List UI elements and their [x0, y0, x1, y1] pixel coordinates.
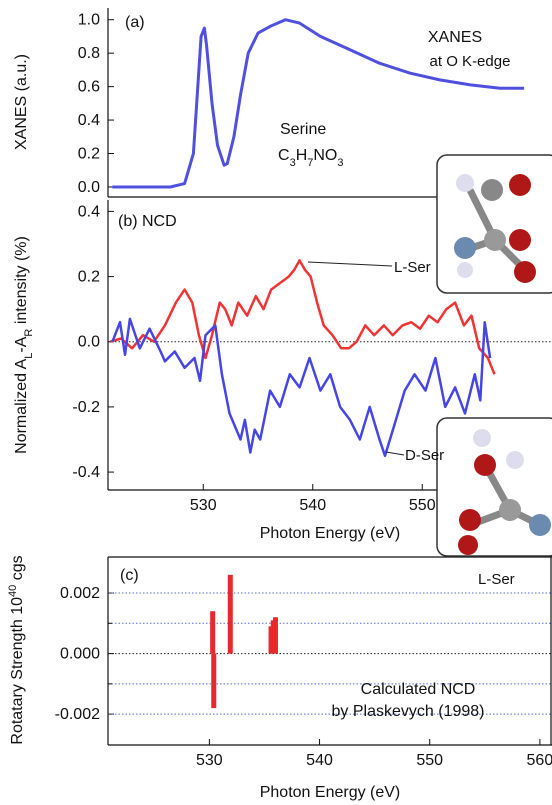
atom: [509, 174, 531, 196]
atom: [484, 229, 506, 251]
atom: [459, 509, 481, 531]
series-line: [112, 18, 525, 189]
y-label-part: Normalized A: [13, 358, 30, 453]
y-tick-label: 0.2: [78, 146, 100, 163]
y-label-sub: R: [23, 329, 35, 337]
y-axis-label: Rotatary Strength 1040 cgs: [7, 555, 26, 744]
panel-label: (a): [125, 14, 145, 31]
atom: [456, 174, 474, 192]
atom: [473, 429, 491, 447]
x-tick-label: 540: [299, 497, 326, 514]
series-label: L-Ser: [478, 571, 515, 588]
y-tick-label: 1.0: [78, 12, 100, 29]
annotation: at O K-edge: [430, 53, 511, 70]
y-label-part: intensity (%): [13, 236, 30, 328]
x-axis-label: Photon Energy (eV): [260, 525, 401, 542]
y-tick-label: 0.6: [78, 79, 100, 96]
formula-sub: 3: [337, 157, 343, 169]
formula-part: C: [278, 147, 290, 164]
y-label-sup: 40: [7, 585, 19, 597]
x-tick-label: 560: [527, 752, 552, 769]
inset-d-ser: [436, 417, 552, 557]
plot-area: 0.0 0.2 0.4 0.6 0.8 1.0 -0.4 -0.2 0.0 0.2 0.4 530 54…: [55, 8, 552, 769]
series-line: [111, 317, 492, 458]
y-label-part: cgs: [9, 555, 26, 584]
x-tick-label: 550: [409, 497, 436, 514]
series-label: L-Ser: [394, 259, 431, 276]
x-axis-label: Photon Energy (eV): [260, 784, 401, 801]
bar: [227, 574, 233, 654]
y-tick-label: 0.4: [78, 112, 100, 129]
atom: [529, 514, 551, 536]
y-tick-label: -0.2: [72, 399, 100, 416]
atom: [457, 262, 473, 278]
atom: [506, 451, 524, 469]
annotation: Calculated NCD: [361, 681, 476, 698]
leader-line: [385, 451, 405, 456]
y-axis-label: XANES (a.u.): [13, 54, 30, 150]
series-line: [109, 259, 496, 375]
formula-sub: 3: [290, 157, 296, 169]
y-tick-label: 0.002: [60, 585, 100, 602]
y-tick-label: -0.002: [55, 706, 100, 723]
annotation: by Plaskevych (1998): [332, 703, 485, 720]
inset-l-ser: [436, 154, 552, 294]
leader-line: [307, 261, 393, 267]
panel-label: (b) NCD: [118, 213, 177, 230]
bar: [272, 617, 278, 654]
y-axis-label: Normalized AL-AR intensity (%): [13, 236, 35, 454]
x-tick-label: 540: [306, 752, 333, 769]
y-label-part: Rotatary Strength 10: [9, 597, 26, 745]
x-tick-label: 530: [190, 497, 217, 514]
formula: C3H7NO3: [278, 147, 344, 169]
y-tick-label: 0.4: [78, 203, 100, 220]
annotation: XANES: [428, 29, 482, 46]
atom: [509, 229, 531, 251]
compound-name: Serine: [280, 121, 326, 138]
y-label-sub: L: [23, 353, 35, 359]
atom: [474, 454, 496, 476]
x-tick-label: 550: [416, 752, 443, 769]
formula-sub: 7: [307, 157, 313, 169]
atom: [481, 179, 503, 201]
y-tick-label: 0.000: [60, 646, 100, 663]
y-tick-label: 0.8: [78, 45, 100, 62]
formula-part: NO: [313, 147, 337, 164]
bar: [211, 653, 217, 709]
atom: [514, 261, 536, 283]
atom: [499, 499, 521, 521]
atom: [454, 237, 476, 259]
y-tick-label: 0.0: [78, 179, 100, 196]
y-tick-label: -0.4: [72, 464, 100, 481]
y-tick-label: 0.0: [78, 334, 100, 351]
y-label-part: -A: [13, 336, 30, 352]
bar: [210, 611, 216, 654]
atom: [458, 535, 478, 555]
y-tick-label: 0.2: [78, 269, 100, 286]
x-tick-label: 530: [196, 752, 223, 769]
panel-label: (c): [120, 567, 139, 584]
series-label: D-Ser: [405, 447, 444, 464]
formula-part: H: [296, 147, 308, 164]
